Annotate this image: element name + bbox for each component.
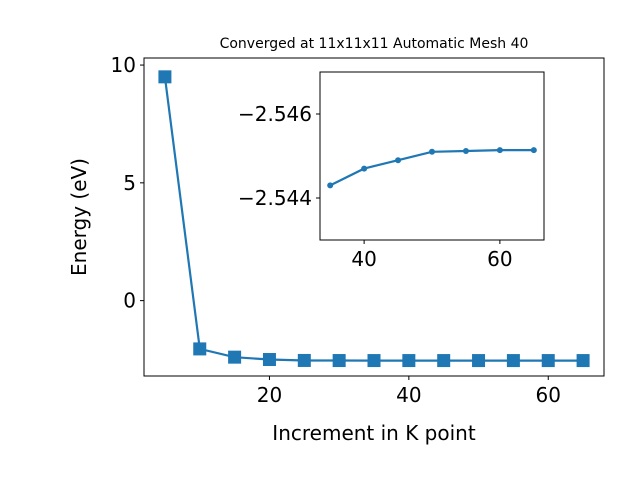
main-y-ticks: 0 5 10 [111,53,144,313]
inset-background [320,72,544,240]
main-data-point [262,353,276,367]
inset-data-point [530,147,537,154]
inset-x-tick-label: 40 [351,247,376,271]
main-data-point [437,354,451,368]
inset-data-point [462,147,469,154]
main-data-point [297,353,311,367]
main-data-point [193,342,207,356]
main-data-point [506,354,520,368]
main-x-ticks: 20 40 60 [257,376,561,407]
chart-title: Converged at 11x11x11 Automatic Mesh 40 [220,36,529,52]
x-axis-label: Increment in K point [272,421,476,445]
inset-x-ticks: 40 60 [351,240,513,271]
main-y-tick-label: 5 [123,171,136,195]
main-data-point [576,354,590,368]
inset-data-point [327,182,334,189]
main-data-point [541,354,555,368]
main-series [158,70,590,368]
main-data-point [158,70,172,84]
main-data-point [332,354,346,368]
main-data-point [228,350,242,364]
main-x-tick-label: 20 [257,383,282,407]
inset-series [327,147,537,189]
main-x-tick-label: 60 [536,383,561,407]
inset-data-point [496,147,503,154]
main-data-point [367,354,381,368]
inset-data-point [395,157,402,164]
inset-y-tick-label: −2.544 [238,186,312,210]
inset-data-point [361,165,368,172]
main-axes: 20 40 60 0 5 10 [111,53,605,407]
y-axis-label: Energy (eV) [67,158,91,276]
main-y-tick-label: 10 [111,53,136,77]
inset-plot-frame [319,71,545,241]
main-y-tick-label: 0 [123,289,136,313]
main-x-tick-label: 40 [396,383,421,407]
main-plot-frame [143,57,605,377]
main-data-point [472,354,486,368]
inset-y-tick-label: −2.546 [238,102,312,126]
main-data-point [402,354,416,368]
inset-x-tick-label: 60 [487,247,512,271]
inset-data-point [429,148,435,155]
inset-y-ticks: −2.546 −2.544 [238,102,320,210]
inset-axes: 40 60 −2.546 −2.544 [238,71,545,271]
